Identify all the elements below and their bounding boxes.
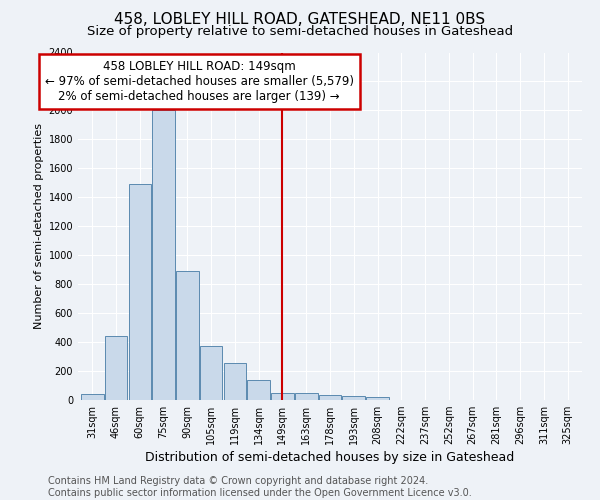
Bar bbox=[319, 395, 341, 400]
Bar bbox=[200, 346, 223, 400]
Bar bbox=[271, 394, 294, 400]
Text: 458 LOBLEY HILL ROAD: 149sqm
← 97% of semi-detached houses are smaller (5,579)
2: 458 LOBLEY HILL ROAD: 149sqm ← 97% of se… bbox=[45, 60, 354, 102]
Bar bbox=[128, 184, 151, 400]
Bar bbox=[343, 396, 365, 400]
Bar bbox=[224, 363, 246, 400]
Bar bbox=[295, 394, 317, 400]
Text: Size of property relative to semi-detached houses in Gateshead: Size of property relative to semi-detach… bbox=[87, 25, 513, 38]
Text: 458, LOBLEY HILL ROAD, GATESHEAD, NE11 0BS: 458, LOBLEY HILL ROAD, GATESHEAD, NE11 0… bbox=[115, 12, 485, 28]
Y-axis label: Number of semi-detached properties: Number of semi-detached properties bbox=[34, 123, 44, 329]
Bar bbox=[152, 110, 175, 400]
X-axis label: Distribution of semi-detached houses by size in Gateshead: Distribution of semi-detached houses by … bbox=[145, 452, 515, 464]
Bar bbox=[105, 336, 127, 400]
Text: Contains HM Land Registry data © Crown copyright and database right 2024.
Contai: Contains HM Land Registry data © Crown c… bbox=[48, 476, 472, 498]
Bar bbox=[81, 394, 104, 400]
Bar bbox=[366, 397, 389, 400]
Bar bbox=[176, 271, 199, 400]
Bar bbox=[247, 380, 270, 400]
